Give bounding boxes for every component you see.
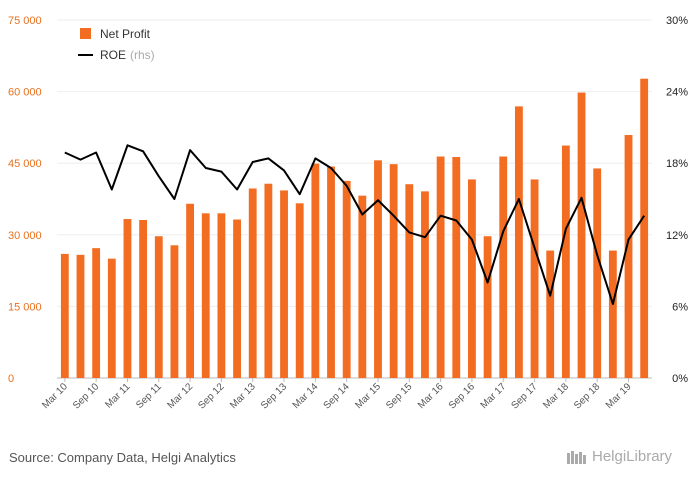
bar-net-profit bbox=[499, 156, 508, 378]
x-tick-label: Mar 17 bbox=[479, 381, 509, 411]
x-tick-label: Mar 10 bbox=[40, 381, 70, 411]
x-tick-label: Mar 14 bbox=[291, 381, 321, 411]
y-left-tick-label: 30 000 bbox=[8, 230, 42, 242]
source-note: Source: Company Data, Helgi Analytics bbox=[9, 450, 236, 465]
x-tick-label: Sep 13 bbox=[259, 381, 289, 411]
y-right-tick-label: 24% bbox=[666, 87, 688, 99]
legend-label-net-profit: Net Profit bbox=[100, 27, 151, 41]
bar-net-profit bbox=[295, 203, 304, 378]
legend-label-roe: ROE (rhs) bbox=[100, 48, 155, 62]
bar-net-profit bbox=[107, 258, 116, 378]
y-right-tick-label: 30% bbox=[666, 15, 688, 27]
x-tick-label: Sep 12 bbox=[196, 381, 226, 411]
x-tick-label: Sep 11 bbox=[134, 381, 164, 411]
bar-net-profit bbox=[608, 250, 617, 378]
bar-net-profit bbox=[280, 190, 288, 378]
x-tick-label: Sep 14 bbox=[322, 381, 352, 411]
bar-net-profit bbox=[374, 160, 382, 378]
bar-net-profit bbox=[483, 236, 492, 378]
legend-roe-name: ROE bbox=[100, 48, 126, 62]
bar-net-profit bbox=[76, 254, 85, 378]
bar-net-profit bbox=[123, 219, 132, 378]
x-tick-label: Sep 16 bbox=[447, 381, 477, 411]
legend: Net Profit ROE (rhs) bbox=[78, 27, 155, 62]
line-roe-path bbox=[64, 144, 646, 305]
x-tick-label: Mar 12 bbox=[165, 381, 195, 411]
bar-net-profit bbox=[389, 164, 398, 378]
y-left-tick-label: 45 000 bbox=[8, 158, 42, 170]
y-axis-left: 0 15 000 30 000 45 000 60 000 75 000 bbox=[8, 15, 42, 385]
bar-net-profit bbox=[92, 248, 101, 378]
x-tick-label: Sep 15 bbox=[384, 381, 414, 411]
library-icon bbox=[567, 450, 586, 464]
bar-net-profit bbox=[248, 188, 257, 378]
x-axis: Mar 10 Sep 10 Mar 11 Sep 11 Mar 12 Sep 12 Mar … bbox=[40, 378, 634, 412]
y-right-tick-label: 0% bbox=[672, 373, 688, 385]
bar-net-profit bbox=[593, 168, 602, 378]
bar-net-profit bbox=[640, 78, 649, 378]
bar-net-profit bbox=[561, 145, 570, 378]
bar-net-profit bbox=[217, 213, 226, 378]
bar-net-profit bbox=[60, 253, 69, 378]
x-tick-label: Mar 13 bbox=[228, 381, 258, 411]
x-tick-label: Mar 18 bbox=[541, 381, 571, 411]
bars-net-profit bbox=[60, 78, 649, 379]
x-tick-label: Sep 10 bbox=[71, 381, 101, 411]
bar-net-profit bbox=[311, 163, 320, 378]
bar-net-profit bbox=[154, 236, 163, 378]
bar-net-profit bbox=[452, 156, 461, 378]
legend-roe-suffix: (rhs) bbox=[130, 48, 155, 62]
y-left-tick-label: 60 000 bbox=[8, 87, 42, 99]
logo-text: HelgiLibrary bbox=[592, 448, 673, 465]
bar-net-profit bbox=[358, 195, 367, 378]
legend-swatch-net-profit bbox=[80, 28, 91, 39]
bar-net-profit bbox=[233, 219, 241, 378]
helgi-library-logo: HelgiLibrary bbox=[566, 448, 672, 465]
bar-net-profit bbox=[170, 245, 179, 378]
bar-net-profit bbox=[342, 180, 351, 378]
x-tick-label: Mar 11 bbox=[103, 381, 133, 411]
x-tick-label: Sep 17 bbox=[509, 381, 539, 411]
x-tick-label: Mar 19 bbox=[604, 381, 634, 411]
x-tick-label: Mar 16 bbox=[416, 381, 446, 411]
y-left-tick-label: 15 000 bbox=[8, 301, 42, 313]
bar-net-profit bbox=[530, 179, 539, 378]
bar-net-profit bbox=[468, 179, 476, 378]
bar-net-profit bbox=[327, 166, 335, 378]
y-left-tick-label: 75 000 bbox=[8, 15, 42, 27]
bar-net-profit bbox=[405, 184, 414, 378]
bar-net-profit bbox=[421, 191, 429, 378]
y-right-tick-label: 12% bbox=[666, 230, 688, 242]
line-roe bbox=[64, 144, 646, 305]
y-left-tick-label: 0 bbox=[8, 373, 14, 385]
x-tick-label: Sep 18 bbox=[572, 381, 602, 411]
bar-net-profit bbox=[577, 92, 586, 379]
y-right-tick-label: 6% bbox=[672, 301, 688, 313]
y-axis-right: 0% 6% 12% 18% 24% 30% bbox=[666, 15, 688, 385]
bar-net-profit bbox=[624, 135, 633, 378]
bar-net-profit bbox=[186, 203, 195, 378]
bar-net-profit bbox=[264, 183, 273, 378]
bar-net-profit bbox=[436, 156, 445, 378]
bar-net-profit bbox=[139, 220, 148, 378]
x-tick-label: Mar 15 bbox=[353, 381, 383, 411]
y-right-tick-label: 18% bbox=[666, 158, 688, 170]
bar-net-profit bbox=[201, 213, 210, 378]
bar-net-profit bbox=[514, 106, 523, 378]
bar-net-profit bbox=[546, 250, 555, 378]
